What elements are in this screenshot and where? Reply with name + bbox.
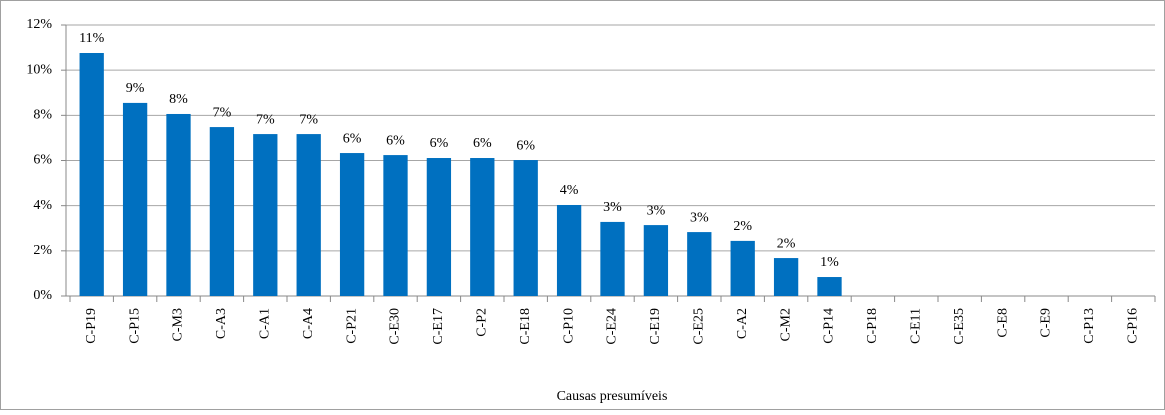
value-label: 6% — [516, 138, 535, 153]
bar — [383, 155, 408, 296]
value-label: 7% — [256, 112, 275, 127]
value-label: 7% — [213, 105, 232, 120]
x-tick-label: C-A3 — [214, 308, 229, 339]
y-tick-label: 12% — [26, 17, 52, 32]
value-label: 9% — [126, 81, 145, 96]
value-label: 6% — [386, 133, 405, 148]
bar — [773, 258, 799, 296]
value-label: 1% — [820, 255, 839, 270]
bar — [817, 277, 842, 296]
x-tick-label: C-P14 — [822, 308, 837, 344]
x-tick-label: C-A2 — [735, 308, 750, 339]
bar — [643, 225, 669, 296]
value-label: 3% — [690, 210, 709, 225]
y-tick-label: 6% — [33, 153, 52, 168]
x-axis-label: Causas presumíveis — [557, 389, 668, 404]
value-label: 2% — [733, 219, 752, 234]
x-tick-label: C-P19 — [84, 308, 99, 344]
bar — [470, 158, 495, 296]
x-tick-label: C-P15 — [127, 308, 142, 344]
x-tick-label: C-E18 — [518, 308, 533, 345]
value-label: 3% — [603, 200, 622, 215]
bar — [687, 232, 712, 296]
value-label: 6% — [430, 136, 449, 151]
x-tick-label: C-E24 — [605, 308, 620, 345]
bar — [166, 113, 191, 296]
bar — [600, 221, 625, 296]
x-tick-label: C-M2 — [778, 308, 793, 341]
value-label: 7% — [299, 112, 318, 127]
bar — [209, 127, 235, 297]
bar — [426, 158, 452, 296]
x-tick-label: C-E17 — [431, 308, 446, 345]
y-tick-label: 2% — [33, 243, 52, 258]
y-tick-label: 10% — [26, 62, 52, 77]
x-tick-label: C-E11 — [909, 308, 924, 344]
x-tick-label: C-E35 — [952, 308, 967, 345]
x-tick-label: C-E8 — [995, 308, 1010, 338]
x-tick-label: C-P18 — [865, 308, 880, 344]
value-label: 8% — [169, 92, 188, 107]
bar — [79, 53, 104, 297]
x-tick-label: C-P21 — [344, 308, 359, 344]
value-label: 6% — [343, 131, 362, 146]
bar — [296, 134, 321, 296]
value-label: 3% — [647, 203, 666, 218]
x-tick-label: C-M3 — [171, 308, 186, 341]
x-tick-label: C-E25 — [692, 308, 707, 345]
y-tick-label: 8% — [33, 108, 52, 123]
x-tick-label: C-A1 — [258, 308, 273, 339]
x-tick-label: C-P10 — [561, 308, 576, 344]
value-label: 4% — [560, 183, 579, 198]
x-tick-label: C-P16 — [1126, 308, 1141, 344]
bar — [513, 160, 538, 296]
bar — [339, 153, 365, 296]
bar — [730, 240, 755, 296]
value-label: 6% — [473, 136, 492, 151]
x-tick-label: C-P2 — [475, 308, 490, 337]
y-tick-label: 4% — [33, 198, 52, 213]
x-tick-label: C-E19 — [648, 308, 663, 345]
x-tick-label: C-A4 — [301, 308, 316, 339]
bar — [122, 102, 148, 296]
x-tick-label: C-E9 — [1039, 308, 1054, 338]
bar — [253, 134, 278, 296]
value-label: 11% — [79, 31, 104, 46]
y-tick-label: 0% — [33, 288, 52, 303]
value-label: 2% — [777, 236, 796, 251]
x-tick-label: C-P13 — [1082, 308, 1097, 344]
x-tick-label: C-E30 — [388, 308, 403, 345]
bar — [556, 204, 582, 296]
